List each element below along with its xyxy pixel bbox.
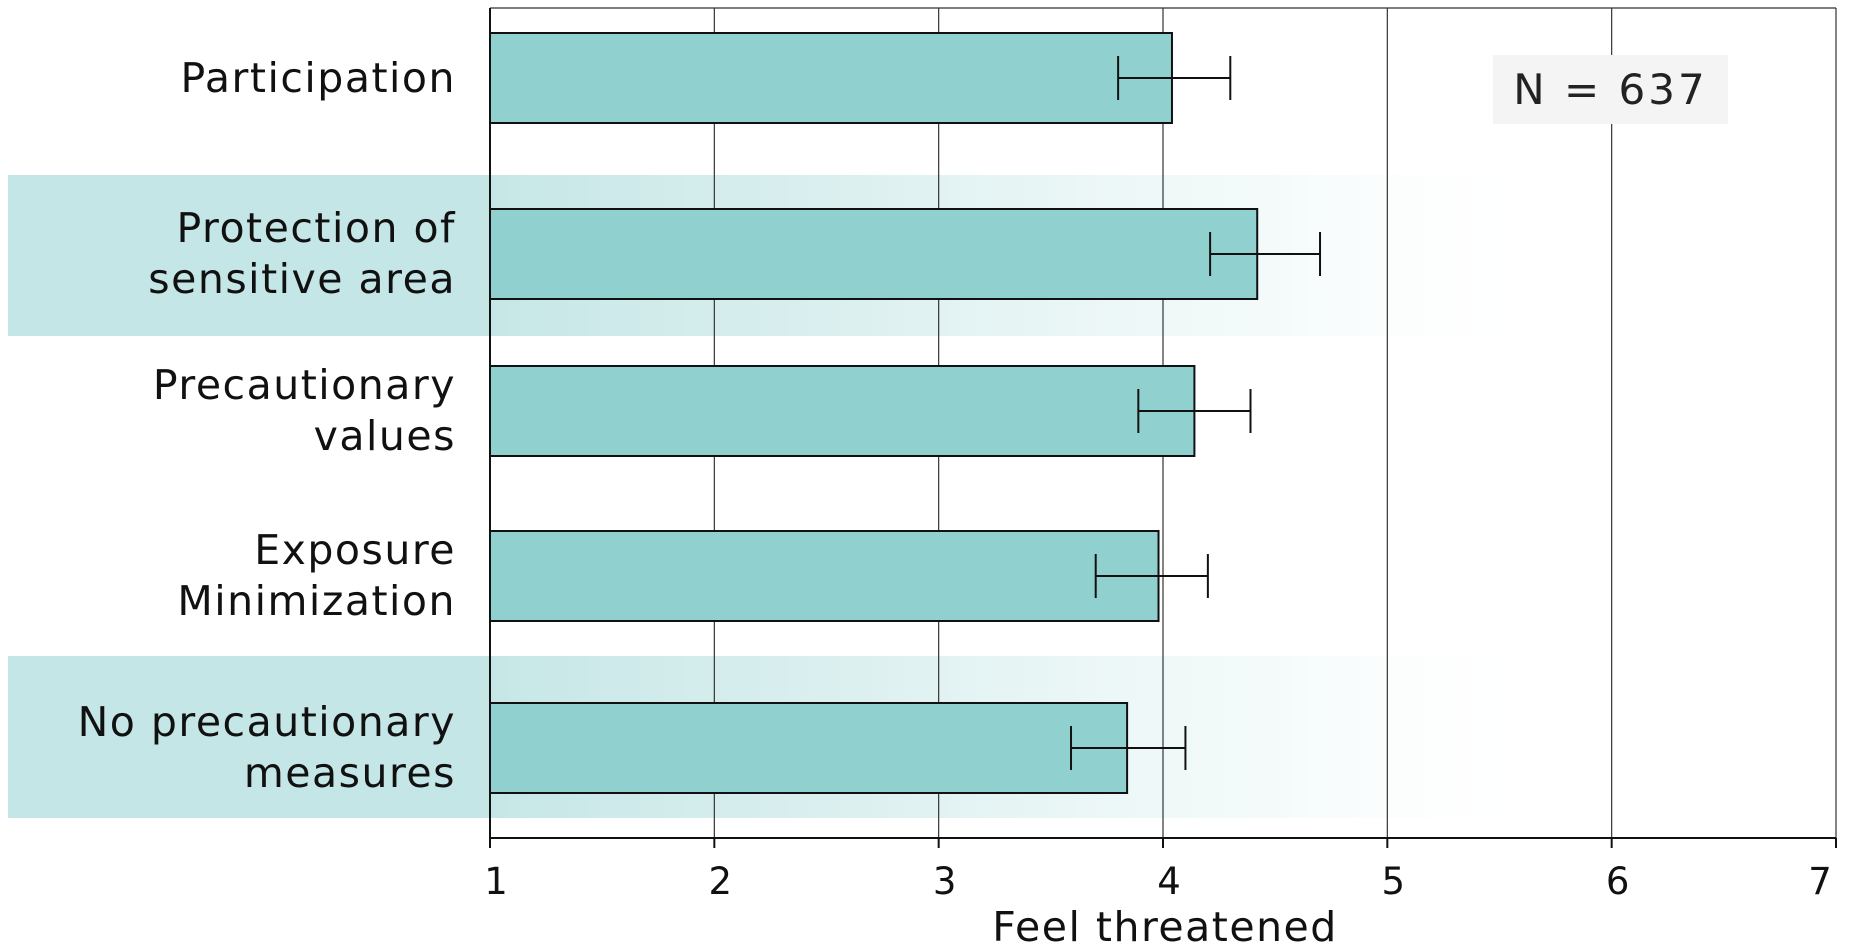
bar [489,702,1129,794]
x-tick-label: 2 [708,860,733,903]
category-label: Participation [180,53,456,102]
x-tick-label: 5 [1381,860,1406,903]
x-axis-label: Feel threatened [992,903,1338,951]
x-tick-label: 4 [1157,860,1181,903]
bars [489,32,1259,794]
x-tick-label: 3 [932,860,957,903]
x-tick-label: 7 [1808,860,1832,903]
x-tick-label: 1 [484,860,508,903]
error-bars [1070,56,1322,770]
sample-size-annotation: N = 637 [1493,55,1728,124]
bar [489,365,1196,457]
bar [489,32,1173,124]
x-tick-label: 6 [1605,860,1630,903]
x-axis [489,8,1837,848]
category-label: Protection of sensitive area [148,204,456,303]
category-label: Precautionary values [152,361,456,460]
bar [489,530,1160,622]
category-label: No precautionary measures [77,698,456,797]
bar [489,208,1259,300]
category-label: Exposure Minimization [177,526,456,625]
